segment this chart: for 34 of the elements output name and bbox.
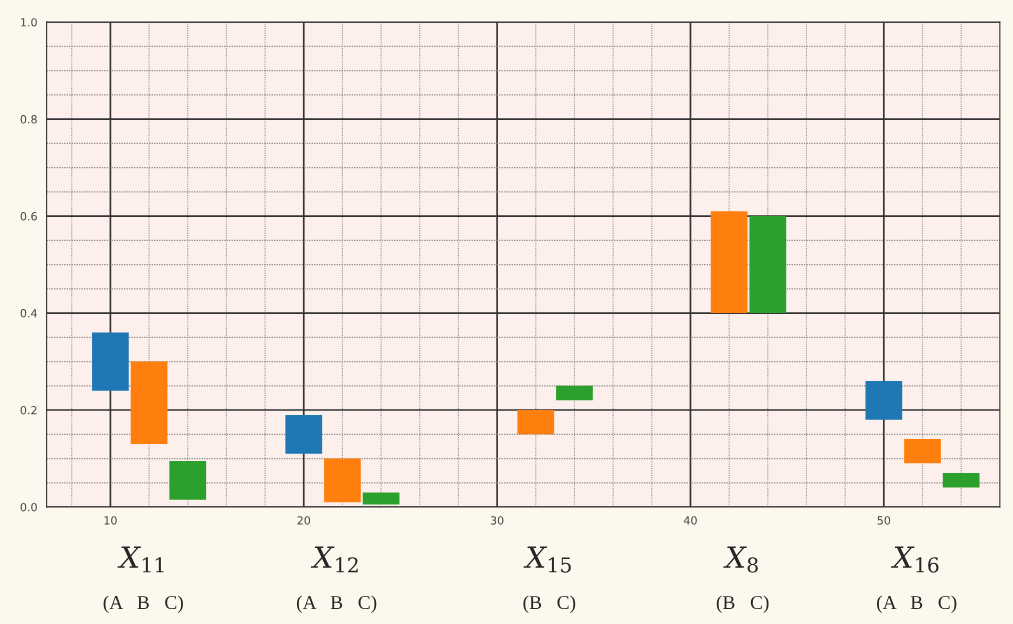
text: (A B C)	[877, 595, 957, 614]
y-tick-label: 0.4	[20, 309, 37, 318]
x-tick-label: 30	[490, 516, 504, 525]
text: (A B C)	[296, 595, 377, 614]
y-tick-label: 0.0	[20, 502, 37, 512]
y-tick-label: 0.6	[20, 212, 37, 221]
text: X$_{16}$	[890, 546, 939, 573]
text: X$_{11}$	[117, 546, 164, 573]
bar	[517, 410, 555, 435]
bar	[130, 361, 168, 444]
bar	[92, 332, 129, 391]
text: X$_{8}$	[723, 546, 758, 573]
bar	[169, 460, 207, 500]
text: (A B C)	[103, 595, 183, 614]
bar	[324, 458, 361, 503]
y-tick-label: 0.8	[20, 115, 37, 124]
bar	[942, 473, 980, 488]
bar	[749, 216, 787, 314]
text: X$_{15}$	[523, 546, 571, 573]
y-tick-label: 1.0	[21, 18, 37, 27]
bar	[556, 385, 593, 401]
x-tick-label: 40	[683, 516, 697, 525]
bar	[710, 211, 748, 314]
bar	[865, 380, 903, 420]
text: (B C)	[716, 595, 769, 614]
bar	[362, 492, 400, 505]
text: X$_{12}$	[310, 546, 358, 573]
text: (B C)	[523, 595, 576, 614]
x-tick-label: 50	[877, 516, 891, 525]
x-tick-label: 20	[297, 516, 311, 525]
x-tick-label: 10	[104, 516, 117, 525]
bar	[285, 414, 323, 454]
bar	[904, 439, 941, 464]
y-tick-label: 0.2	[20, 406, 37, 415]
